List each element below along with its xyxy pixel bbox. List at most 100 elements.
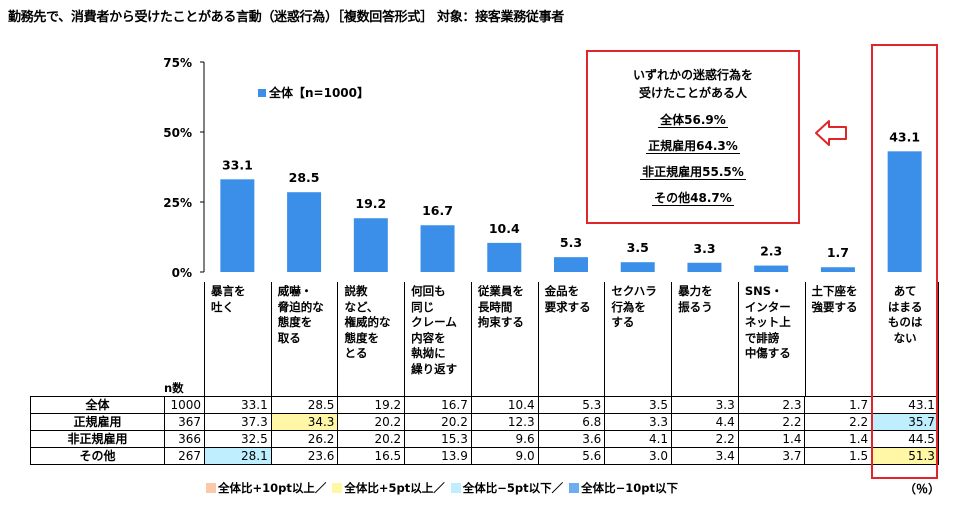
- table-cell: 3.5: [604, 396, 673, 414]
- bar: [887, 151, 922, 272]
- arrow-left-icon: [815, 120, 847, 146]
- y-tick-label: 75%: [163, 56, 192, 70]
- y-tick-label: 50%: [163, 126, 192, 140]
- table-cell: 12.3: [470, 413, 539, 431]
- bar: [487, 242, 522, 272]
- bar-value-label: 3.3: [693, 241, 715, 256]
- table-cell: 1.5: [804, 447, 873, 465]
- table-cell: 37.3: [204, 413, 272, 431]
- chart-legend: 全体【n=1000】: [258, 84, 369, 101]
- summary-callout: いずれかの迷惑行為を 受けたことがある人 全体56.9% 正規雇用64.3% 非…: [586, 50, 800, 224]
- category-label: 金品を 要求する: [537, 282, 605, 396]
- category-label: 暴言を 吐く: [204, 282, 271, 396]
- table-cell: 51.3: [871, 447, 939, 465]
- grid-line-right: [938, 282, 939, 396]
- bar: [554, 257, 588, 272]
- callout-heading-1: いずれかの迷惑行為を: [632, 68, 753, 82]
- bar: [687, 262, 722, 272]
- category-label: 暴力を 振るう: [671, 282, 738, 396]
- table-cell: 34.3: [270, 413, 339, 431]
- table-cell: 2.3: [737, 396, 806, 414]
- table-cell: 33.1: [204, 396, 272, 414]
- table-cell: 43.1: [871, 396, 939, 414]
- bar: [620, 262, 655, 272]
- bar-value-label: 16.7: [422, 203, 453, 218]
- bar-value-label: 33.1: [222, 157, 253, 172]
- row-label: 非正規雇用: [30, 430, 165, 448]
- unit-label: （％）: [904, 482, 941, 496]
- table-cell: 44.5: [871, 430, 939, 448]
- table-row: その他 267 28.1 23.6 16.5 13.9 9.0 5.6 3.0 3.4 3.7 1.5…: [30, 447, 939, 465]
- table-cell: 5.6: [537, 447, 606, 465]
- category-label: 何回も 同じ クレーム 内容を 執拗に 繰り返す: [404, 282, 471, 396]
- legend-swatch-minus10: [569, 483, 580, 493]
- color-legend: 全体比+10pt以上／ 全体比+5pt以上／ 全体比−5pt以下／ 全体比−10pt以…: [200, 480, 678, 496]
- bar-value-label: 1.7: [827, 245, 849, 260]
- table-cell: 10.4: [470, 396, 539, 414]
- table-cell: 16.5: [337, 447, 406, 465]
- category-labels: 暴言を 吐く 威嚇・ 脅迫的な 態度を 取る 説教 など、 権威的な 態度を とる何…: [204, 282, 939, 396]
- table-cell: 20.2: [337, 413, 406, 431]
- table-cell: 5.3: [537, 396, 606, 414]
- table-cell: 26.2: [270, 430, 339, 448]
- legend-plus10: 全体比+10pt以上／: [218, 481, 327, 495]
- bar-value-label: 2.3: [760, 244, 782, 259]
- bar-value-label: 19.2: [355, 196, 386, 211]
- table-cell: 2.2: [737, 413, 806, 431]
- table-cell: 3.4: [671, 447, 739, 465]
- table-cell: 16.7: [404, 396, 472, 414]
- row-n: 366: [164, 430, 205, 448]
- table-cell: 1.7: [804, 396, 873, 414]
- y-tick-label: 25%: [163, 196, 192, 210]
- bar: [220, 179, 255, 272]
- callout-total: 全体56.9%: [658, 113, 728, 128]
- legend-swatch: [258, 89, 266, 97]
- bar: [420, 225, 455, 272]
- table-cell: 1.4: [804, 430, 873, 448]
- callout-other: その他48.7%: [652, 191, 734, 206]
- table-row: 正規雇用 367 37.3 34.3 20.2 20.2 12.3 6.8 3.3 4.4 2.2 2…: [30, 413, 939, 431]
- category-label: SNS・ インター ネット上 で誹謗 中傷する: [737, 282, 805, 396]
- table-row: 全体 1000 33.1 28.5 19.2 16.7 10.4 5.3 3.5 3.3 2.3 1.…: [30, 396, 939, 414]
- category-label: あて はまる ものは ない: [871, 282, 938, 396]
- row-n: 1000: [164, 396, 205, 414]
- category-label: セクハラ 行為を する: [604, 282, 671, 396]
- callout-nonregular: 非正規雇用55.5%: [640, 165, 746, 180]
- n-count-header: n数: [164, 381, 184, 395]
- table-cell: 2.2: [804, 413, 873, 431]
- legend-minus10: 全体比−10pt以下: [581, 481, 678, 495]
- category-label: 従業員を 長時間 拘束する: [470, 282, 538, 396]
- row-n: 267: [164, 447, 205, 465]
- bar-value-label: 10.4: [489, 221, 520, 236]
- table-cell: 3.0: [604, 447, 673, 465]
- bar-value-label: 28.5: [289, 170, 320, 185]
- data-table: 全体 1000 33.1 28.5 19.2 16.7 10.4 5.3 3.5 3.3 2.3 1.…: [30, 396, 939, 465]
- callout-regular: 正規雇用64.3%: [646, 139, 740, 154]
- table-cell: 28.5: [270, 396, 339, 414]
- legend-swatch-minus5: [450, 483, 461, 493]
- table-cell: 32.5: [204, 430, 272, 448]
- table-cell: 3.7: [737, 447, 806, 465]
- table-cell: 3.6: [537, 430, 606, 448]
- legend-swatch-plus10: [206, 483, 216, 493]
- table-cell: 20.2: [337, 430, 406, 448]
- bar: [353, 218, 388, 272]
- category-label: 説教 など、 権威的な 態度を とる: [337, 282, 404, 396]
- table-cell: 4.1: [604, 430, 673, 448]
- table-row: 非正規雇用 366 32.5 26.2 20.2 15.3 9.6 3.6 4.1 2.2 1.4 1…: [30, 430, 939, 448]
- table-cell: 3.3: [604, 413, 673, 431]
- table-cell: 2.2: [671, 430, 739, 448]
- table-cell: 9.0: [470, 447, 539, 465]
- row-label: 正規雇用: [30, 413, 165, 431]
- category-label: 威嚇・ 脅迫的な 態度を 取る: [270, 282, 338, 396]
- bar-value-label: 5.3: [560, 235, 582, 250]
- bar-value-label: 43.1: [889, 129, 920, 144]
- table-cell: 19.2: [337, 396, 406, 414]
- legend-swatch-plus5: [332, 483, 343, 493]
- legend-minus5: 全体比−5pt以下／: [462, 481, 564, 495]
- y-tick-label: 0%: [172, 266, 192, 280]
- row-label: その他: [30, 447, 165, 465]
- bar: [820, 267, 855, 272]
- page-title: 勤務先で、消費者から受けたことがある言動（迷惑行為）［複数回答形式］ 対象：接客…: [8, 10, 565, 25]
